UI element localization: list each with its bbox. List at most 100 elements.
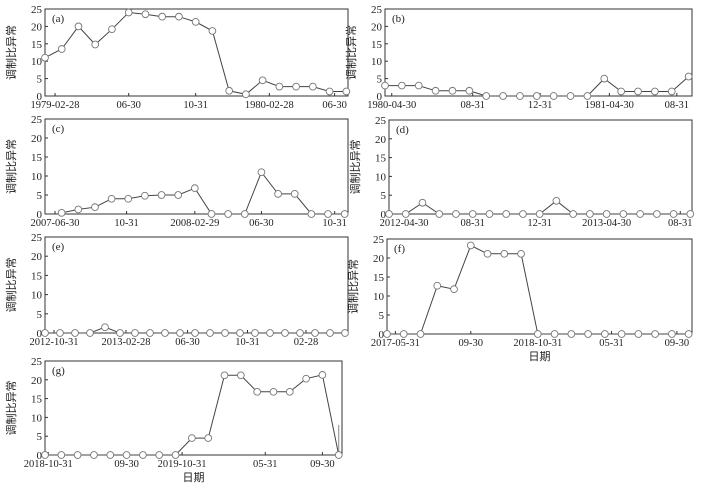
x-tick-label: 05-31 [599, 338, 624, 349]
data-point [221, 329, 229, 337]
panel-label: (g) [52, 365, 65, 377]
axes-frame [44, 118, 349, 215]
data-point [519, 210, 527, 218]
data-point [324, 210, 332, 218]
data-point [91, 203, 99, 212]
y-tick-label: 25 [31, 232, 43, 244]
y-tick-label: 25 [371, 4, 383, 16]
data-point [90, 451, 98, 459]
x-tick-label: 2013-04-30 [582, 218, 631, 229]
y-tick-label: 10 [371, 56, 383, 68]
data-point [106, 451, 115, 459]
x-tick-label: 2012-04-30 [380, 218, 429, 229]
series-line [61, 171, 345, 215]
data-point [636, 210, 644, 218]
data-point [334, 451, 343, 459]
data-point [285, 387, 294, 396]
y-tick-label: 15 [31, 394, 43, 406]
panel-label: (c) [52, 123, 65, 135]
data-point [236, 371, 245, 380]
data-point [74, 205, 83, 214]
data-point [281, 329, 289, 337]
data-point [482, 92, 491, 100]
data-point [326, 329, 334, 337]
data-point [292, 82, 300, 91]
x-tick-label: 10-31 [183, 100, 208, 111]
y-tick-label: 10 [31, 290, 43, 302]
data-point [600, 74, 609, 83]
x-tick-label: 09-30 [665, 338, 690, 349]
data-point [414, 81, 423, 90]
series-line [45, 374, 340, 456]
data-point [220, 371, 229, 380]
panel-c: 0 5 10 15 20 25 2007-06-30 10-31 2008-02-29 06-30… [5, 114, 349, 229]
data-point [296, 329, 304, 337]
data-point [139, 451, 147, 459]
data-point [236, 329, 244, 337]
data-point [468, 210, 477, 218]
data-point [318, 371, 327, 379]
axes-frame [386, 238, 693, 335]
data-point [652, 210, 661, 218]
data-point [146, 329, 154, 337]
data-point [686, 210, 695, 218]
x-tick-label: 2013-02-28 [102, 337, 151, 348]
data-point [224, 210, 232, 218]
data-point [567, 330, 576, 338]
data-point [448, 86, 457, 95]
y-tick-label: 15 [371, 39, 383, 51]
data-point [416, 330, 425, 338]
data-point [307, 210, 316, 218]
data-point [342, 87, 351, 96]
data-point [242, 90, 250, 99]
data-point [435, 210, 444, 218]
x-tick-label: 06-30 [322, 100, 347, 111]
data-point [569, 210, 577, 218]
y-tick-label: 25 [31, 356, 43, 368]
data-point [57, 45, 66, 53]
axes-frame [44, 8, 349, 97]
data-point [452, 210, 460, 218]
axes-frame [44, 236, 349, 334]
x-tick-label: 09-30 [459, 338, 484, 349]
data-point [124, 194, 133, 203]
data-point [651, 330, 659, 338]
data-point [57, 451, 66, 459]
data-point [41, 53, 49, 62]
axes-frame [384, 8, 693, 97]
x-tick-label: 06-30 [116, 100, 141, 111]
x-tick-label: 2012-10-31 [30, 337, 79, 348]
data-point [176, 329, 184, 337]
y-tick-label: 0 [37, 450, 43, 462]
x-tick-label: 2017-05-31 [371, 338, 420, 349]
x-tick-label: 1980-02-28 [245, 100, 294, 111]
y-tick-label: 25 [375, 115, 387, 127]
data-point [91, 40, 100, 49]
y-tick-label: 15 [375, 153, 387, 165]
data-point [586, 210, 594, 218]
data-point [251, 329, 259, 337]
x-tick-label: 1981-04-30 [585, 100, 634, 111]
y-tick-label: 5 [37, 74, 43, 86]
x-tick-label: 06-30 [249, 218, 274, 229]
y-axis-label: 调制比异常 [347, 259, 360, 314]
data-point [398, 81, 406, 90]
data-point [73, 451, 82, 459]
y-tick-label: 20 [375, 134, 387, 146]
x-tick-label: 2007-06-30 [30, 218, 79, 229]
data-point [684, 330, 693, 338]
data-point [208, 27, 217, 35]
data-point [107, 194, 116, 203]
y-tick-label: 15 [31, 270, 43, 282]
data-point [204, 434, 213, 442]
y-tick-label: 5 [379, 310, 385, 322]
data-point [601, 330, 609, 338]
y-tick-label: 10 [31, 56, 43, 68]
x-tick-label: 10-31 [322, 218, 347, 229]
y-tick-label: 25 [31, 4, 43, 16]
data-point [418, 198, 427, 207]
data-point [290, 190, 299, 198]
y-tick-label: 20 [31, 375, 43, 387]
panel-label: (e) [52, 241, 65, 253]
y-tick-label: 20 [371, 21, 383, 33]
